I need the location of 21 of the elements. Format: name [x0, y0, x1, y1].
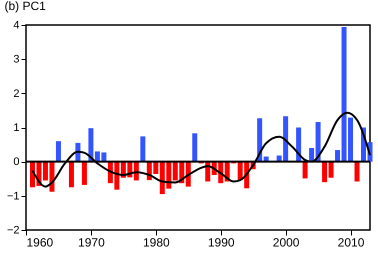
x-tick-label: 2000: [272, 236, 300, 250]
x-tick-label: 1960: [26, 236, 54, 250]
y-tick-label: −2: [6, 224, 20, 236]
y-tick-label: 4: [13, 20, 20, 32]
y-tick-label: 3: [13, 54, 20, 66]
chart-title: (b) PC1: [4, 0, 46, 13]
bar: [192, 133, 198, 162]
x-tick-label: 1980: [142, 236, 170, 250]
bar: [140, 136, 146, 162]
x-tick-label: 1990: [208, 236, 235, 250]
y-tick-label: 1: [13, 122, 20, 134]
x-tick-label: 2010: [338, 236, 365, 250]
y-tick-label: 2: [13, 88, 20, 100]
y-tick-label: 0: [13, 156, 20, 168]
x-tick-label: 1970: [78, 236, 106, 250]
bar: [82, 162, 87, 185]
bar: [56, 141, 61, 162]
y-tick-label: −1: [6, 190, 20, 202]
bar: [354, 162, 360, 182]
bar: [302, 162, 308, 178]
bar: [68, 162, 74, 188]
